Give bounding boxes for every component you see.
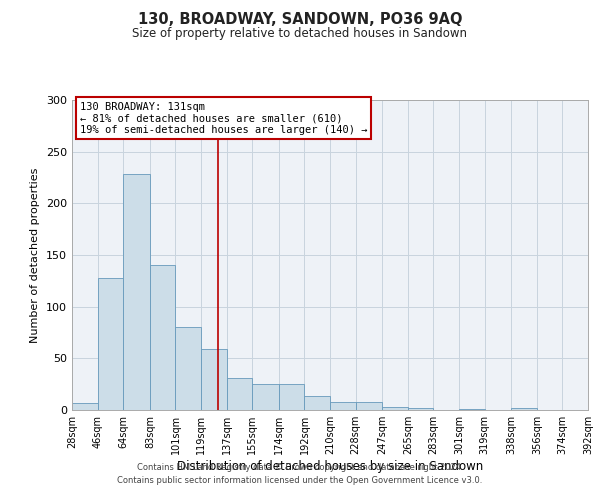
Bar bbox=[330, 402, 356, 410]
Text: Contains HM Land Registry data © Crown copyright and database right 2024.: Contains HM Land Registry data © Crown c… bbox=[137, 464, 463, 472]
Text: 130 BROADWAY: 131sqm
← 81% of detached houses are smaller (610)
19% of semi-deta: 130 BROADWAY: 131sqm ← 81% of detached h… bbox=[80, 102, 367, 134]
Bar bbox=[459, 409, 485, 410]
X-axis label: Distribution of detached houses by size in Sandown: Distribution of detached houses by size … bbox=[177, 460, 483, 473]
Bar bbox=[175, 328, 201, 410]
Bar bbox=[279, 384, 304, 410]
Bar bbox=[408, 408, 433, 410]
Bar bbox=[382, 407, 408, 410]
Bar bbox=[150, 266, 175, 410]
Bar bbox=[227, 378, 252, 410]
Bar bbox=[201, 349, 227, 410]
Text: Size of property relative to detached houses in Sandown: Size of property relative to detached ho… bbox=[133, 28, 467, 40]
Y-axis label: Number of detached properties: Number of detached properties bbox=[31, 168, 40, 342]
Text: Contains public sector information licensed under the Open Government Licence v3: Contains public sector information licen… bbox=[118, 476, 482, 485]
Bar bbox=[98, 278, 123, 410]
Text: 130, BROADWAY, SANDOWN, PO36 9AQ: 130, BROADWAY, SANDOWN, PO36 9AQ bbox=[138, 12, 462, 28]
Bar bbox=[356, 402, 382, 410]
Bar bbox=[511, 408, 537, 410]
Bar bbox=[123, 174, 150, 410]
Bar bbox=[72, 403, 98, 410]
Bar bbox=[252, 384, 279, 410]
Bar bbox=[304, 396, 330, 410]
